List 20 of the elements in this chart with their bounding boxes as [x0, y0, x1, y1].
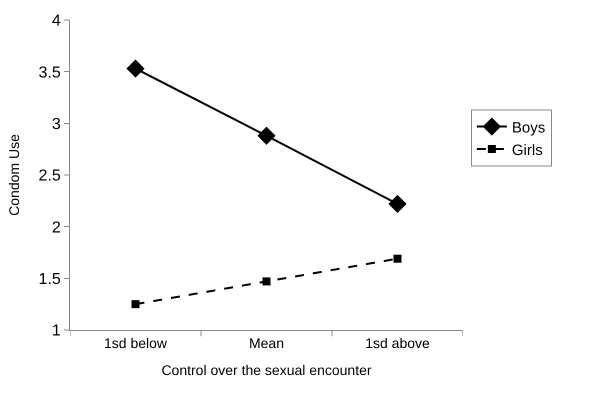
y-tick-label: 2.5 — [38, 168, 61, 185]
point — [132, 300, 140, 308]
x-axis-title: Control over the sexual encounter — [161, 362, 372, 378]
x-tick-label: 1sd below — [104, 334, 168, 351]
point — [126, 59, 145, 78]
point — [262, 277, 270, 286]
legend-label: Boys — [512, 119, 546, 136]
y-tick-label: 3 — [52, 116, 61, 133]
y-tick-label: 3.5 — [38, 64, 61, 82]
y-axis-title: Condom Use — [6, 134, 22, 216]
x-tick-label: 1sd above — [365, 334, 430, 351]
point — [388, 194, 407, 214]
point — [257, 126, 276, 145]
y-tick-label: 4 — [52, 12, 61, 30]
legend-label: Girls — [512, 142, 543, 159]
y-tick-label: 2 — [52, 219, 61, 236]
y-tick-label: 1.5 — [38, 270, 61, 288]
x-tick-label: Mean — [248, 334, 284, 351]
point — [394, 254, 402, 263]
y-tick-label: 1 — [52, 322, 61, 340]
